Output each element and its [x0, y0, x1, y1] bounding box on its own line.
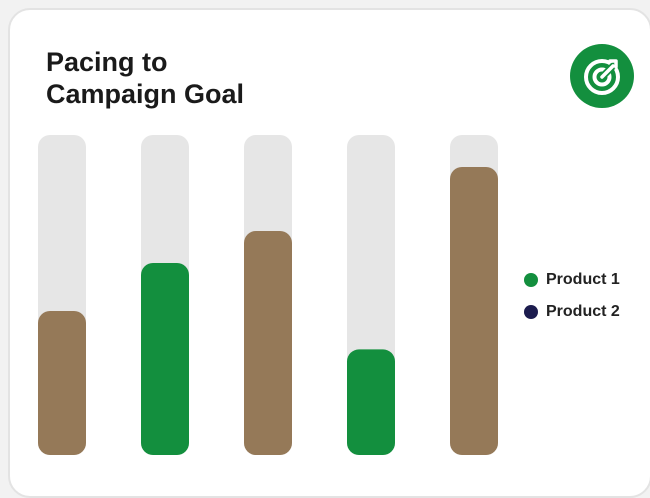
legend-label: Product 2 — [546, 303, 620, 320]
target-arrow-icon — [570, 44, 634, 108]
legend-item: Product 1 — [524, 268, 644, 292]
legend-item: Product 2 — [524, 300, 644, 324]
pacing-card: Pacing to Campaign Goal — [8, 8, 650, 498]
bar — [450, 167, 498, 455]
bar — [38, 311, 86, 455]
legend-dot — [524, 273, 538, 287]
bar — [244, 231, 292, 455]
bar — [141, 263, 189, 455]
bar — [347, 349, 395, 455]
legend-dot — [524, 305, 538, 319]
legend-label: Product 1 — [546, 271, 620, 288]
card-title: Pacing to Campaign Goal — [46, 47, 245, 109]
chart-legend: Product 1 Product 2 — [524, 268, 644, 332]
